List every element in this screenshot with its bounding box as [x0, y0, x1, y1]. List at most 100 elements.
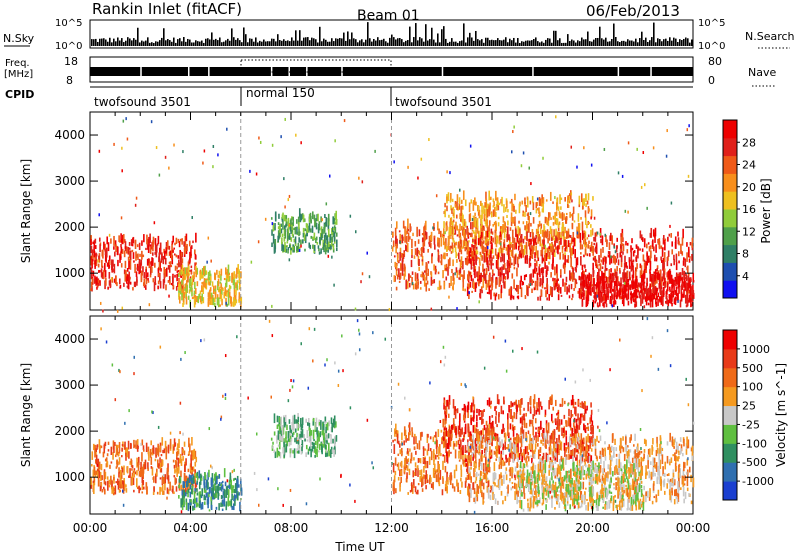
data-cell: [481, 256, 484, 260]
data-cell: [126, 466, 129, 474]
data-cell: [196, 296, 198, 303]
data-cell: [635, 289, 638, 299]
data-cell: [472, 239, 474, 243]
data-cell: [461, 212, 463, 223]
data-cell: [169, 261, 172, 267]
nsky-bar: [205, 38, 207, 46]
data-cell: [455, 214, 458, 219]
data-cell: [463, 236, 466, 241]
data-cell: [423, 466, 425, 473]
data-cell: [512, 130, 514, 134]
data-cell: [150, 466, 153, 469]
data-cell: [466, 458, 469, 468]
data-cell: [138, 485, 140, 494]
data-cell: [441, 440, 443, 445]
data-cell: [515, 242, 517, 249]
data-cell: [517, 240, 520, 244]
data-cell: [560, 274, 562, 278]
data-cell: [607, 254, 610, 258]
data-cell: [645, 287, 648, 294]
data-cell: [616, 292, 618, 299]
data-cell: [118, 278, 121, 285]
nsky-bar: [327, 41, 329, 46]
nsky-bar: [653, 22, 655, 46]
data-cell: [399, 251, 401, 261]
data-cell: [485, 463, 487, 472]
data-cell: [474, 217, 477, 227]
data-cell: [472, 200, 475, 205]
data-cell: [585, 281, 588, 287]
data-cell: [685, 275, 688, 282]
data-cell: [557, 278, 559, 281]
data-cell: [431, 254, 433, 264]
data-cell: [128, 250, 131, 259]
data-cell: [308, 446, 311, 451]
data-cell: [94, 259, 96, 267]
data-cell: [533, 243, 535, 251]
data-cell: [606, 240, 608, 247]
data-cell: [322, 421, 324, 425]
data-cell: [683, 257, 685, 261]
data-cell: [439, 285, 442, 290]
data-cell: [141, 240, 143, 246]
nsky-bar: [133, 38, 135, 46]
data-cell: [313, 244, 316, 251]
data-cell: [162, 279, 165, 289]
data-cell: [444, 243, 446, 250]
data-cell: [185, 476, 188, 481]
data-cell: [296, 419, 298, 429]
data-cell: [428, 241, 430, 245]
data-cell: [444, 202, 446, 208]
data-cell: [118, 235, 120, 243]
data-cell: [104, 471, 107, 480]
data-cell: [154, 458, 157, 462]
data-cell: [207, 500, 209, 509]
data-cell: [463, 230, 465, 238]
data-cell: [492, 263, 494, 266]
data-cell: [159, 477, 162, 480]
data-cell: [559, 252, 561, 260]
data-cell: [149, 274, 152, 278]
nsky-bar: [515, 42, 517, 46]
data-cell: [97, 468, 99, 472]
data-cell: [485, 198, 488, 208]
data-cell: [494, 432, 496, 437]
data-cell: [111, 259, 113, 270]
data-cell: [130, 458, 133, 464]
data-cell: [430, 451, 433, 461]
data-cell: [145, 442, 148, 453]
data-cell: [118, 467, 120, 473]
nsky-bar: [299, 30, 301, 46]
data-cell: [109, 464, 111, 469]
data-cell: [100, 463, 103, 471]
data-cell: [185, 492, 187, 497]
data-cell: [489, 202, 491, 211]
cpid-segment-2: normal 150: [246, 86, 315, 100]
data-cell: [113, 142, 115, 146]
data-cell: [424, 474, 427, 485]
data-cell: [677, 276, 680, 285]
data-cell: [430, 276, 433, 286]
data-cell: [314, 440, 317, 446]
data-cell: [112, 452, 114, 460]
data-cell: [318, 248, 320, 252]
data-cell: [464, 463, 467, 468]
data-cell: [178, 259, 180, 268]
data-cell: [281, 237, 283, 245]
data-cell: [626, 242, 629, 246]
data-cell: [90, 477, 92, 486]
data-cell: [92, 443, 95, 451]
data-cell: [110, 461, 113, 464]
data-cell: [538, 430, 541, 438]
data-cell: [171, 282, 173, 286]
data-cell: [423, 239, 426, 247]
data-cell: [433, 235, 436, 238]
nsky-bar: [167, 39, 169, 46]
nsky-bar: [193, 42, 195, 46]
data-cell: [620, 296, 622, 300]
data-cell: [295, 437, 298, 444]
data-cell: [111, 486, 113, 494]
data-cell: [298, 237, 300, 243]
data-cell: [559, 235, 562, 238]
data-cell: [183, 441, 186, 447]
